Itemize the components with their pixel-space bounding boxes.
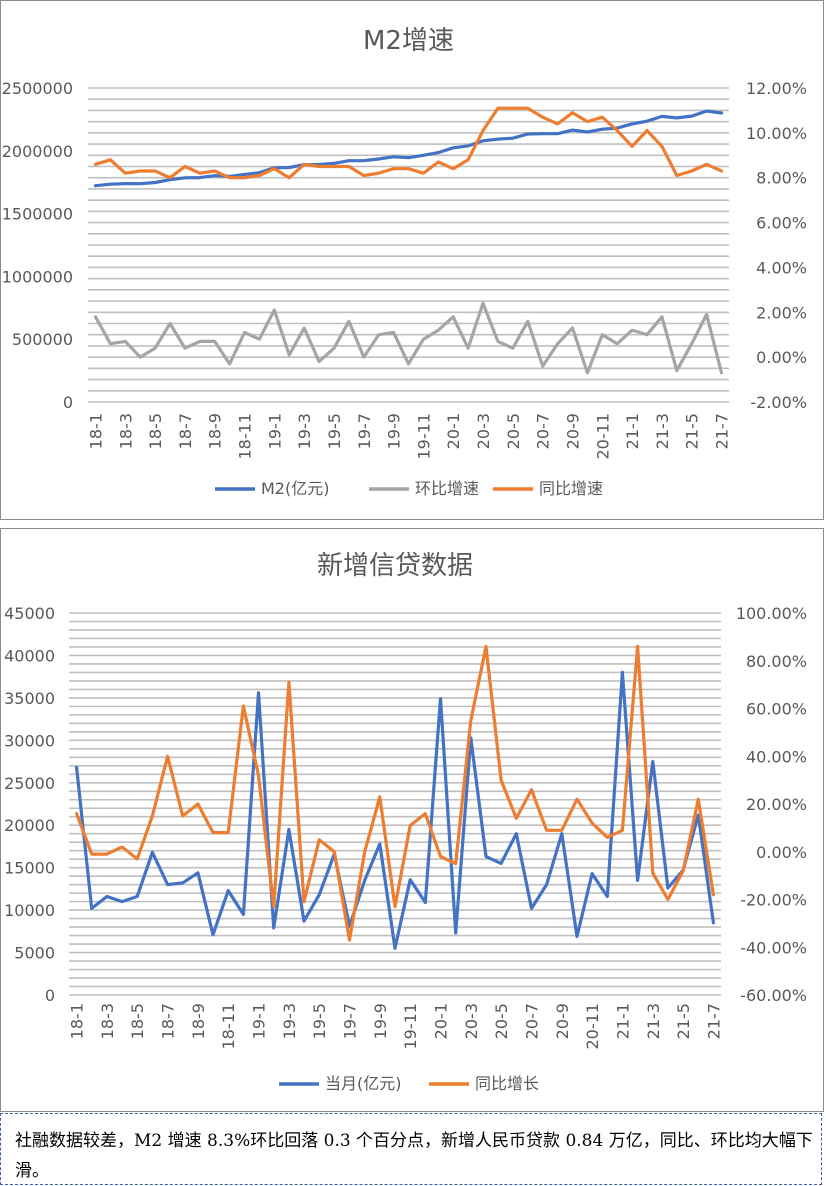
x-tick-label: 18-3 [98,1003,117,1039]
x-tick-label: 21-1 [613,1003,632,1039]
x-tick-label: 18-1 [68,1003,87,1039]
x-tick-label: 18-7 [159,1003,178,1039]
m2-chart-panel: M2增速 2500000 2000000 1500000 1000000 500000 0 1… [0,0,824,520]
x-tick-label: 20-5 [492,1003,511,1039]
y-left-tick-label: 0 [63,393,73,412]
x-tick-label: 20-5 [504,413,523,449]
caption-text: 社融数据较差，M2 增速 8.3%环比回落 0.3 个百分点，新增人民币贷款 0… [0,1113,822,1185]
y-left-tick-label: 25000 [4,774,55,793]
series-line-2 [74,644,716,942]
y-right-tick-label: 80.00% [746,652,807,671]
m2-growth-chart: M2增速250000020000001500000100000050000001… [2,26,807,498]
legend-label-1: M2(亿元) [261,479,329,498]
x-tick-label: 20-3 [474,413,493,449]
x-tick-label: 20-11 [583,1003,602,1050]
x-tick-label: 19-7 [341,1003,360,1039]
x-tick-label: 19-5 [325,413,344,449]
legend-label-2: 环比增速 [415,479,479,498]
y-left-tick-label: 1500000 [2,205,73,224]
x-tick-label: 18-5 [128,1003,147,1039]
y-right-tick-label: 0.00% [756,348,807,367]
y-left-tick-label: 500000 [12,330,73,349]
y-left-tick-label: 20000 [4,816,55,835]
y-right-tick-label: 8.00% [756,169,807,188]
y-right-tick-label: 100.00% [736,604,807,623]
x-tick-label: 21-3 [644,1003,663,1039]
y-left-tick-label: 40000 [4,646,55,665]
x-tick-label: 19-11 [414,413,433,460]
x-tick-label: 20-9 [553,1003,572,1039]
y-left-tick-label: 10000 [4,901,55,920]
y-left-tick-label: 30000 [4,731,55,750]
y-left-tick-label: 15000 [4,859,55,878]
x-tick-label: 18-5 [146,413,165,449]
y-right-tick-label: -40.00% [740,938,807,957]
x-tick-label: 20-1 [444,413,463,449]
series-line-2 [93,301,724,375]
y-left-tick-label: 5000 [14,944,55,963]
x-tick-label: 21-7 [713,413,732,449]
y-left-tick-label: 2500000 [2,79,73,98]
y-left-tick-label: 1000000 [2,267,73,286]
y-right-tick-label: 6.00% [756,214,807,233]
x-tick-label: 20-7 [522,1003,541,1039]
y-left-tick-label: 45000 [4,604,55,623]
chart-title: 新增信贷数据 [317,551,473,581]
y-right-tick-label: 4.00% [756,258,807,277]
y-right-tick-label: 40.00% [746,747,807,766]
y-left-tick-label: 35000 [4,689,55,708]
x-tick-label: 18-11 [236,413,255,460]
y-left-tick-label: 2000000 [2,142,73,161]
x-tick-label: 18-9 [189,1003,208,1039]
x-tick-label: 18-1 [86,413,105,449]
y-right-tick-label: 60.00% [746,700,807,719]
x-tick-label: 19-3 [295,413,314,449]
x-tick-label: 19-5 [310,1003,329,1039]
legend-label-1: 当月(亿元) [325,1074,402,1093]
y-right-tick-label: -2.00% [750,393,807,412]
y-right-tick-label: 2.00% [756,303,807,322]
series-line-3 [93,106,724,180]
x-tick-label: 18-3 [116,413,135,449]
y-left-tick-label: 0 [45,986,55,1005]
y-right-tick-label: 20.00% [746,795,807,814]
x-tick-label: 18-9 [206,413,225,449]
x-tick-label: 19-1 [250,1003,269,1039]
y-right-tick-label: 10.00% [746,124,807,143]
credit-chart-panel: 新增信贷数据 45000 40000 35000 30000 25000 20000 1500… [0,528,824,1112]
x-tick-label: 21-5 [683,413,702,449]
series-line-1 [93,109,724,188]
x-tick-label: 19-9 [385,413,404,449]
x-tick-label: 19-7 [355,413,374,449]
x-tick-label: 19-9 [371,1003,390,1039]
x-tick-label: 21-3 [653,413,672,449]
x-tick-label: 21-5 [674,1003,693,1039]
y-right-tick-label: 12.00% [746,79,807,98]
series-line-1 [74,670,716,950]
y-right-tick-label: -20.00% [740,891,807,910]
x-tick-label: 18-7 [176,413,195,449]
legend-label-2: 同比增长 [475,1074,539,1093]
chart-title: M2增速 [363,26,454,56]
x-tick-label: 20-7 [534,413,553,449]
x-tick-label: 20-9 [563,413,582,449]
y-right-tick-label: 0.00% [756,843,807,862]
x-tick-label: 20-3 [462,1003,481,1039]
x-tick-label: 19-3 [280,1003,299,1039]
x-tick-label: 21-1 [623,413,642,449]
x-tick-label: 20-11 [593,413,612,460]
x-tick-label: 20-1 [431,1003,450,1039]
x-tick-label: 21-7 [704,1003,723,1039]
x-tick-label: 19-11 [401,1003,420,1050]
new-credit-chart: 新增信贷数据 45000 40000 35000 30000 25000 20000 1500… [4,551,807,1093]
x-tick-label: 19-1 [265,413,284,449]
y-right-tick-label: -60.00% [740,986,807,1005]
x-tick-label: 18-11 [219,1003,238,1050]
legend-label-3: 同比增速 [539,479,603,498]
